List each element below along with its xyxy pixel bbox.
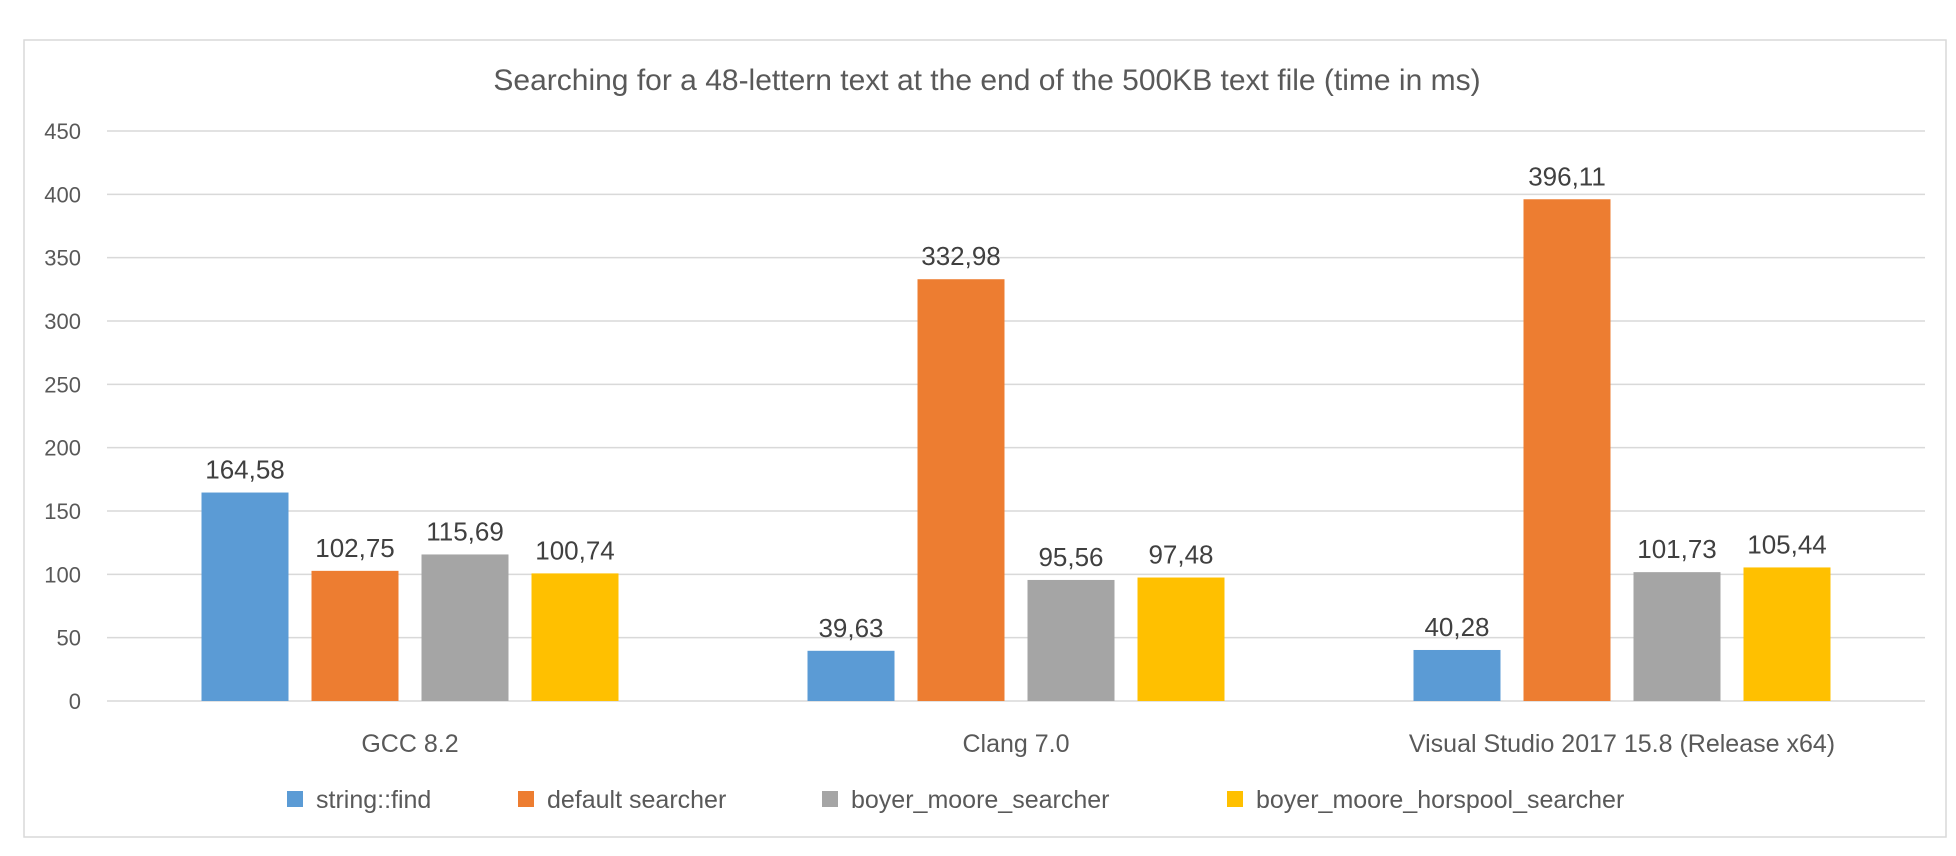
legend-label: string::find xyxy=(316,786,431,814)
bars xyxy=(201,199,1831,701)
bar xyxy=(1027,579,1115,701)
y-tick-label: 250 xyxy=(44,372,81,397)
data-label: 164,58 xyxy=(205,455,285,485)
data-labels: 164,58 102,75 115,69 100,74 39,63 332,98 95,56… xyxy=(205,161,1827,643)
category-label: GCC 8.2 xyxy=(361,730,458,758)
y-tick-label: 300 xyxy=(44,309,81,334)
y-tick-label: 200 xyxy=(44,436,81,461)
y-tick-label: 400 xyxy=(44,182,81,207)
bar xyxy=(1523,199,1611,701)
legend-swatch xyxy=(822,791,838,807)
legend-swatch xyxy=(518,791,534,807)
y-tick-label: 450 xyxy=(44,119,81,144)
legend-swatch xyxy=(287,791,303,807)
y-tick-label: 50 xyxy=(57,626,81,651)
y-tick-label: 0 xyxy=(69,689,81,714)
legend-label: default searcher xyxy=(547,786,726,814)
bar xyxy=(1137,577,1225,701)
legend-label: boyer_moore_searcher xyxy=(851,786,1109,814)
data-label: 95,56 xyxy=(1038,542,1103,572)
y-tick-label: 150 xyxy=(44,499,81,524)
legend-item: boyer_moore_horspool_searcher xyxy=(1227,786,1624,814)
bar xyxy=(201,492,289,701)
y-tick-label: 350 xyxy=(44,246,81,271)
data-label: 101,73 xyxy=(1637,534,1717,564)
data-label: 105,44 xyxy=(1747,529,1827,559)
category-labels: GCC 8.2 Clang 7.0 Visual Studio 2017 15.8 … xyxy=(361,730,1835,758)
gridlines xyxy=(107,130,1925,702)
bar xyxy=(421,554,509,701)
legend-label: boyer_moore_horspool_searcher xyxy=(1256,786,1624,814)
bar xyxy=(1413,649,1501,701)
bar xyxy=(531,573,619,701)
data-label: 102,75 xyxy=(315,533,395,563)
data-label: 40,28 xyxy=(1424,612,1489,642)
legend-item: string::find xyxy=(287,786,431,814)
data-label: 97,48 xyxy=(1148,540,1213,570)
y-tick-label: 100 xyxy=(44,562,81,587)
category-label: Clang 7.0 xyxy=(962,730,1069,758)
data-label: 396,11 xyxy=(1528,161,1606,191)
data-label: 115,69 xyxy=(426,516,504,546)
bar xyxy=(807,650,895,701)
y-axis-ticks: 0 50 100 150 200 250 300 350 400 450 xyxy=(44,119,81,714)
legend-item: boyer_moore_searcher xyxy=(822,786,1109,814)
data-label: 332,98 xyxy=(921,241,1001,271)
bar xyxy=(1633,572,1721,701)
chart-title: Searching for a 48-lettern text at the e… xyxy=(493,64,1480,97)
bar xyxy=(1743,567,1831,701)
bar xyxy=(917,279,1005,701)
category-label: Visual Studio 2017 15.8 (Release x64) xyxy=(1409,730,1835,758)
data-label: 100,74 xyxy=(535,535,615,565)
legend: string::find default searcher boyer_moore_… xyxy=(287,786,1624,814)
legend-item: default searcher xyxy=(518,786,726,814)
bar xyxy=(311,570,399,701)
data-label: 39,63 xyxy=(818,613,883,643)
legend-swatch xyxy=(1227,791,1243,807)
